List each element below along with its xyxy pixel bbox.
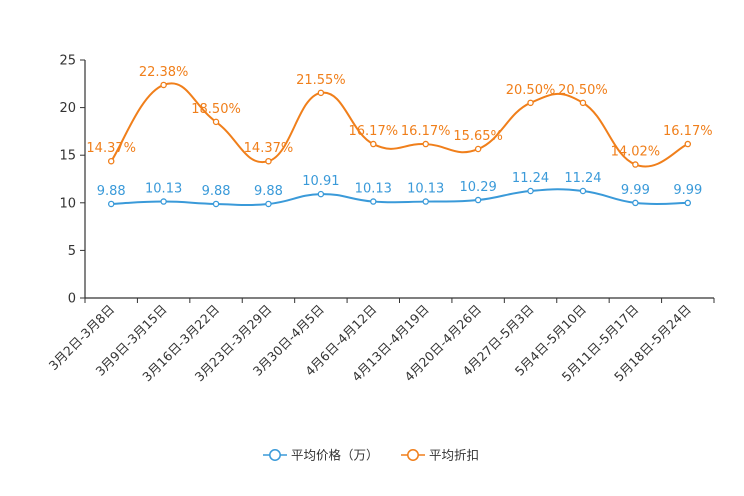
- series-average-price: 9.88 10.13 9.88 9.88 10.91 10.13 10.13 10.29 11.…: [97, 171, 702, 208]
- data-point[interactable]: [474, 145, 482, 153]
- legend[interactable]: 平均价格（万） 平均折扣: [263, 448, 479, 463]
- data-label: 20.50%: [558, 83, 608, 98]
- y-tick-label: 25: [59, 54, 76, 69]
- data-label: 10.29: [460, 180, 497, 195]
- data-label: 10.13: [145, 182, 182, 197]
- legend-marker: [407, 449, 419, 461]
- y-tick-label: 5: [68, 244, 76, 259]
- data-point[interactable]: [212, 118, 220, 126]
- data-point[interactable]: [370, 140, 377, 148]
- data-point[interactable]: [370, 198, 377, 205]
- data-label: 11.24: [512, 171, 549, 186]
- y-tick-label: 20: [59, 101, 76, 116]
- data-label: 21.55%: [296, 73, 346, 88]
- data-point[interactable]: [527, 99, 534, 107]
- data-point[interactable]: [317, 89, 325, 97]
- data-point[interactable]: [579, 99, 587, 107]
- data-label: 9.88: [202, 184, 231, 199]
- data-point[interactable]: [160, 198, 167, 205]
- data-label: 15.65%: [453, 129, 503, 144]
- data-label: 14.37%: [244, 141, 294, 156]
- series-average-discount: 14.37%22.38%18.50%14.37%21.55%16.17% 16.1…: [86, 65, 713, 168]
- legend-item-average-price[interactable]: 平均价格（万）: [263, 448, 379, 463]
- data-point[interactable]: [107, 157, 115, 165]
- series-layer: 9.88 10.13 9.88 9.88 10.91 10.13 10.13 10.29 11.…: [86, 65, 713, 208]
- data-label: 9.88: [97, 184, 126, 199]
- data-point[interactable]: [212, 200, 220, 208]
- data-label: 10.91: [302, 174, 339, 189]
- data-point[interactable]: [527, 187, 534, 195]
- data-point[interactable]: [684, 199, 692, 207]
- data-point[interactable]: [107, 200, 115, 208]
- y-tick-label: 10: [59, 196, 76, 211]
- data-point[interactable]: [265, 157, 272, 165]
- data-point[interactable]: [265, 200, 272, 208]
- axes: 05101520253月2日-3月8日3月9日-3月15日3月16日-3月22日…: [46, 54, 715, 384]
- data-label: 16.17%: [349, 124, 399, 139]
- data-label: 10.13: [407, 182, 444, 197]
- data-point[interactable]: [632, 161, 639, 168]
- data-label: 14.37%: [86, 141, 136, 156]
- data-point[interactable]: [632, 199, 639, 207]
- data-label: 9.88: [254, 184, 283, 199]
- data-point[interactable]: [317, 190, 325, 198]
- series-line: [110, 82, 689, 168]
- data-point[interactable]: [579, 187, 587, 195]
- data-point[interactable]: [422, 198, 429, 205]
- data-point[interactable]: [474, 196, 482, 204]
- data-label: 11.24: [564, 171, 601, 186]
- y-tick-label: 15: [59, 149, 76, 164]
- data-label: 20.50%: [506, 83, 556, 98]
- legend-label: 平均价格（万）: [291, 448, 379, 463]
- legend-item-average-discount[interactable]: 平均折扣: [401, 448, 479, 463]
- data-point[interactable]: [160, 81, 167, 89]
- y-tick-label: 0: [68, 292, 76, 307]
- data-point[interactable]: [422, 140, 429, 148]
- series-line: [111, 188, 688, 207]
- data-label: 9.99: [621, 183, 650, 198]
- data-label: 16.17%: [401, 124, 451, 139]
- legend-label: 平均折扣: [429, 448, 479, 463]
- data-label: 10.13: [355, 182, 392, 197]
- data-label: 22.38%: [139, 65, 189, 80]
- data-label: 18.50%: [191, 102, 241, 117]
- data-point[interactable]: [684, 140, 692, 148]
- data-label: 16.17%: [663, 124, 713, 139]
- data-label: 14.02%: [611, 145, 661, 160]
- legend-marker: [269, 449, 281, 461]
- data-label: 9.99: [673, 183, 702, 198]
